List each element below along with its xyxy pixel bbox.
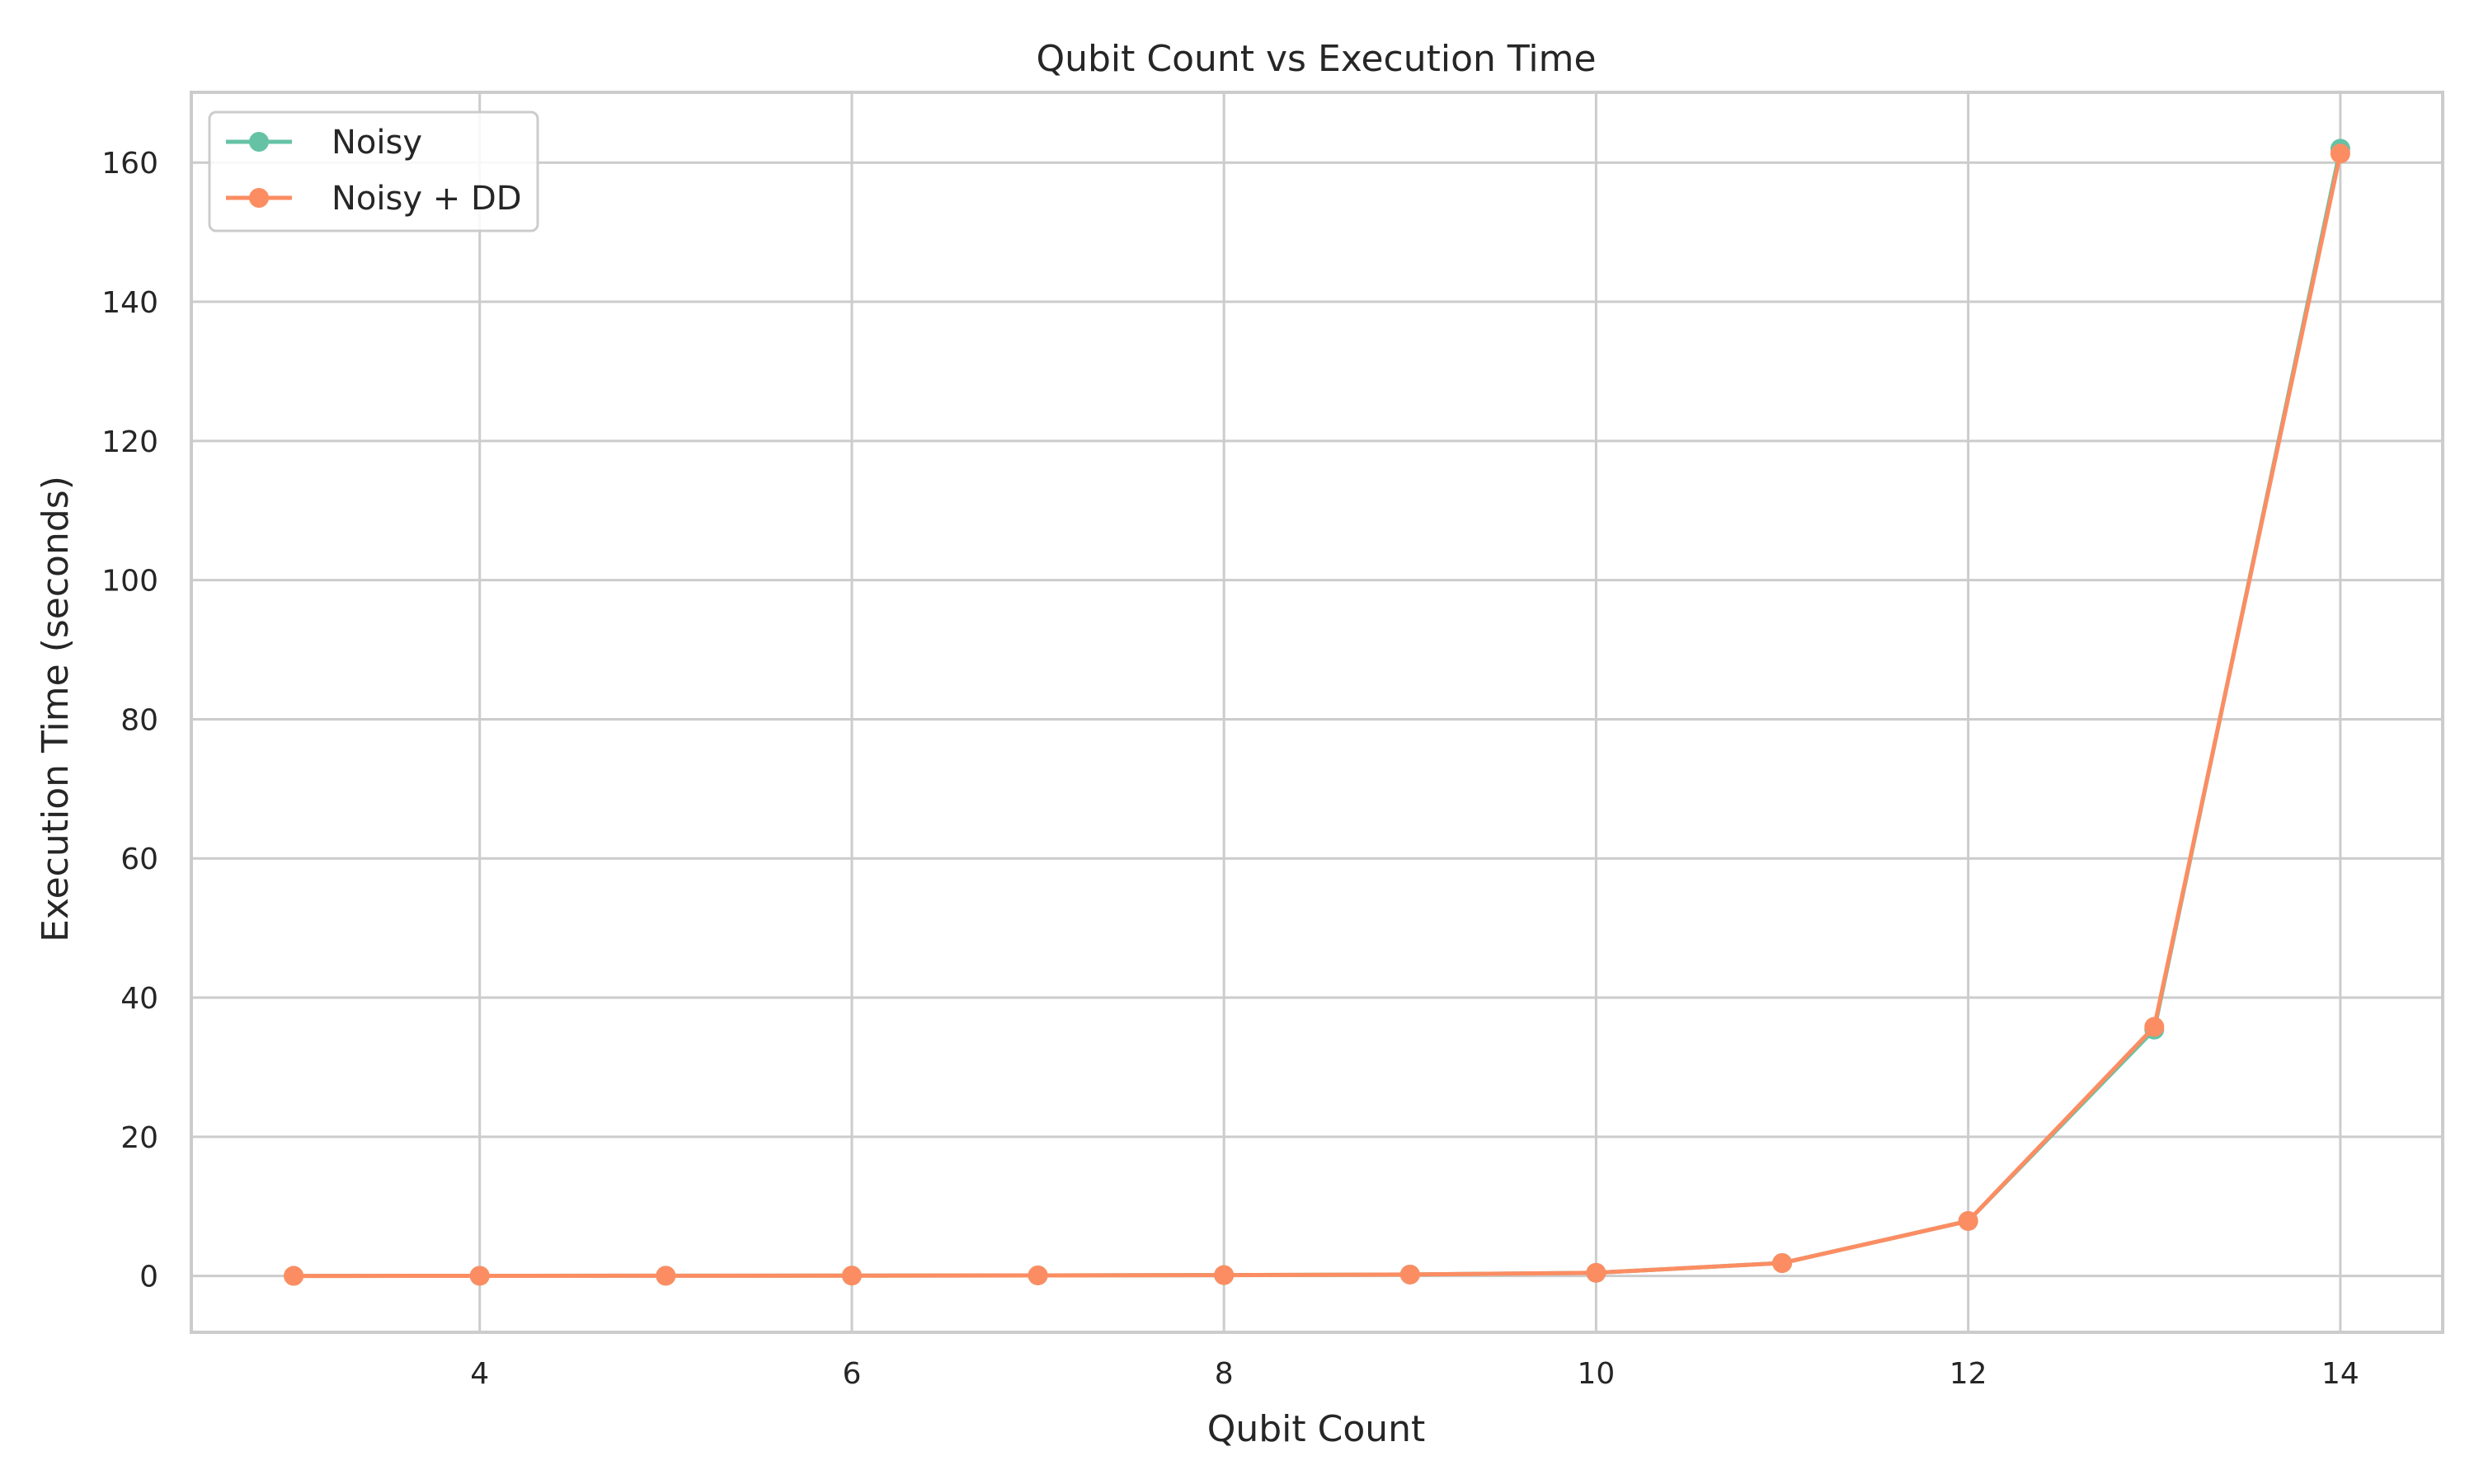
data-point-noisy-dd bbox=[1399, 1264, 1420, 1284]
x-tick-label: 12 bbox=[1950, 1357, 1987, 1391]
data-point-noisy-dd bbox=[284, 1266, 304, 1286]
legend-item-noisy: Noisy bbox=[226, 124, 422, 162]
data-point-noisy-dd bbox=[2144, 1017, 2165, 1037]
grid-lines bbox=[191, 92, 2443, 1332]
x-tick-labels: 4 6 8 10 12 14 bbox=[470, 1357, 2359, 1391]
x-axis-label: Qubit Count bbox=[1207, 1408, 1426, 1450]
plot-area-frame bbox=[190, 91, 2444, 1334]
y-tick-label: 40 bbox=[120, 982, 158, 1016]
legend-marker-noisy-dd bbox=[249, 188, 269, 208]
x-tick-label: 4 bbox=[470, 1357, 489, 1391]
data-point-noisy-dd bbox=[469, 1266, 490, 1286]
y-tick-label: 20 bbox=[120, 1121, 158, 1155]
y-axis-label: Execution Time (seconds) bbox=[35, 476, 77, 942]
legend-label-noisy-dd: Noisy + DD bbox=[332, 180, 522, 218]
data-point-noisy-dd bbox=[656, 1266, 676, 1286]
y-tick-label: 0 bbox=[139, 1261, 158, 1294]
x-tick-label: 6 bbox=[842, 1357, 861, 1391]
chart-title: Qubit Count vs Execution Time bbox=[1036, 38, 1596, 80]
y-tick-label: 160 bbox=[101, 147, 158, 181]
legend: Noisy Noisy + DD bbox=[208, 110, 539, 232]
series-group bbox=[284, 139, 2350, 1286]
y-tick-label: 120 bbox=[101, 425, 158, 459]
data-point-noisy-dd bbox=[2330, 143, 2350, 164]
data-point-noisy-dd bbox=[841, 1266, 862, 1286]
y-tick-label: 100 bbox=[101, 565, 158, 599]
data-point-noisy-dd bbox=[1772, 1253, 1793, 1274]
series-noisy-dd bbox=[284, 143, 2350, 1286]
series-line-noisy-dd bbox=[291, 151, 2343, 1279]
y-tick-label: 140 bbox=[101, 286, 158, 320]
data-point-noisy-dd bbox=[1586, 1262, 1606, 1283]
x-tick-label: 8 bbox=[1215, 1357, 1234, 1391]
y-tick-labels: 0 20 40 60 80 100 120 140 160 bbox=[101, 147, 158, 1294]
data-point-noisy-dd bbox=[1028, 1265, 1048, 1285]
data-point-noisy-dd bbox=[1214, 1265, 1235, 1285]
x-tick-label: 14 bbox=[2321, 1357, 2359, 1391]
y-tick-label: 80 bbox=[120, 703, 158, 737]
legend-item-noisy-dd: Noisy + DD bbox=[226, 180, 522, 218]
x-tick-label: 10 bbox=[1578, 1357, 1616, 1391]
legend-label-noisy: Noisy bbox=[332, 124, 422, 162]
data-point-noisy-dd bbox=[1958, 1210, 1978, 1231]
y-tick-label: 60 bbox=[120, 843, 158, 876]
legend-marker-noisy bbox=[249, 132, 269, 152]
